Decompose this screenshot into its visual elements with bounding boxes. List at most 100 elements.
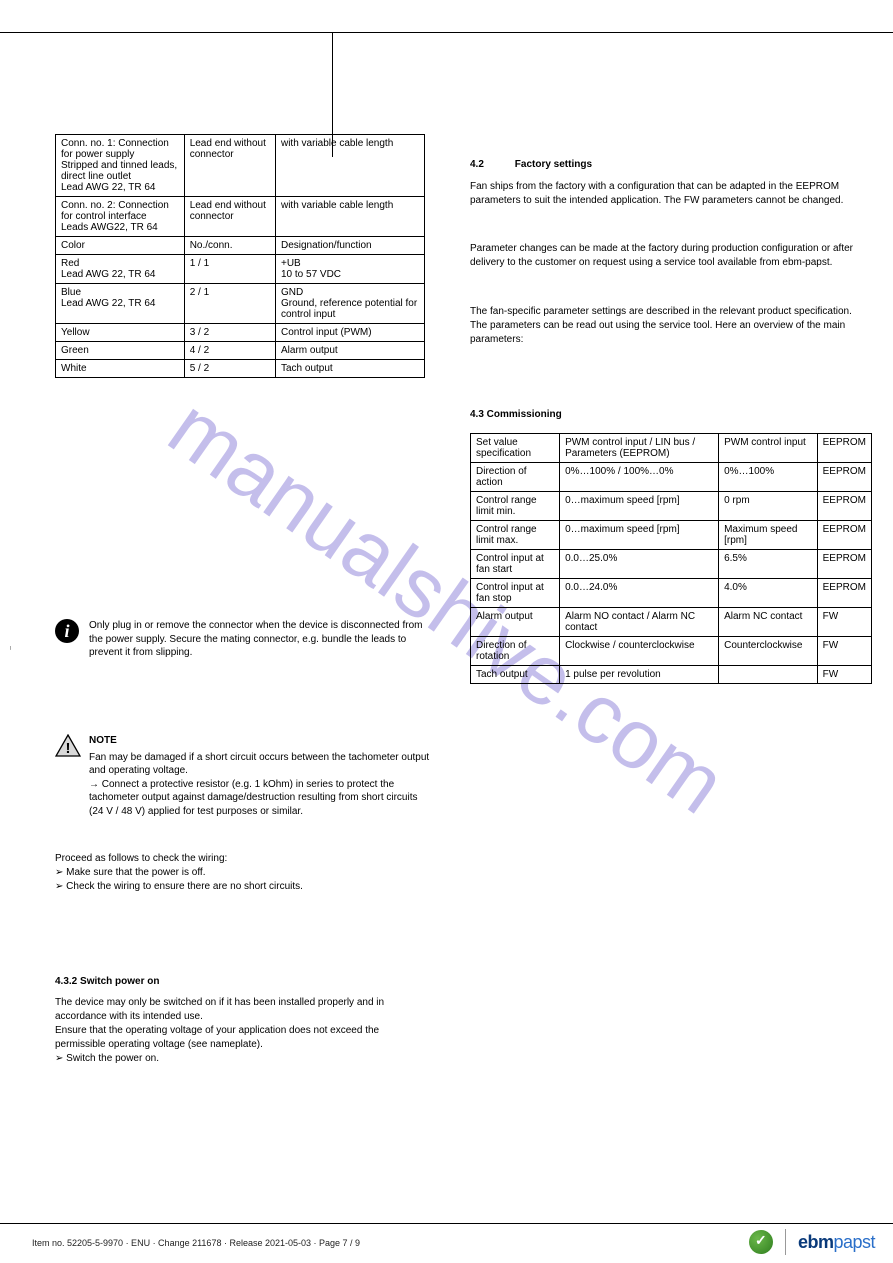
cell: Alarm NC contact bbox=[719, 608, 818, 637]
cell: EEPROM bbox=[817, 550, 871, 579]
cell: Blue Lead AWG 22, TR 64 bbox=[56, 284, 185, 324]
table-row: Set value specification PWM control inpu… bbox=[471, 434, 872, 463]
connection-table: Conn. no. 1: Connection for power supply… bbox=[55, 134, 425, 378]
cell: 4.0% bbox=[719, 579, 818, 608]
cell: 0…maximum speed [rpm] bbox=[560, 492, 719, 521]
table-row: White 5 / 2 Tach output bbox=[56, 360, 425, 378]
cell: Conn. no. 1: Connection for power supply… bbox=[56, 135, 185, 197]
warning-title: NOTE bbox=[89, 734, 430, 748]
cell: 0%…100% bbox=[719, 463, 818, 492]
cell: 0 rpm bbox=[719, 492, 818, 521]
cell: Counterclockwise bbox=[719, 637, 818, 666]
cell: 3 / 2 bbox=[184, 324, 275, 342]
cell: Color bbox=[56, 237, 185, 255]
cell: PWM control input bbox=[719, 434, 818, 463]
cell: Tach output bbox=[471, 666, 560, 684]
paragraph: Parameter changes can be made at the fac… bbox=[470, 242, 870, 270]
cell: Red Lead AWG 22, TR 64 bbox=[56, 255, 185, 284]
section-4-3-heading: 4.3 Commissioning bbox=[470, 408, 870, 422]
svg-text:!: ! bbox=[66, 740, 71, 757]
warning-block: ! NOTE Fan may be damaged if a short cir… bbox=[55, 734, 430, 818]
table-row: Direction of rotation Clockwise / counte… bbox=[471, 637, 872, 666]
paragraph: Fan ships from the factory with a config… bbox=[470, 180, 870, 208]
cell: 1 / 1 bbox=[184, 255, 275, 284]
paragraph: The fan-specific parameter settings are … bbox=[470, 305, 870, 347]
info-text: Only plug in or remove the connector whe… bbox=[89, 619, 430, 660]
warning-icon: ! bbox=[55, 734, 81, 757]
section-4-3-2-body: The device may only be switched on if it… bbox=[55, 996, 430, 1066]
cell: 0.0…24.0% bbox=[560, 579, 719, 608]
table-row: Red Lead AWG 22, TR 64 1 / 1 +UB 10 to 5… bbox=[56, 255, 425, 284]
table-row: Control range limit min. 0…maximum speed… bbox=[471, 492, 872, 521]
cell: EEPROM bbox=[817, 579, 871, 608]
info-icon: i bbox=[55, 619, 79, 643]
cell: Direction of action bbox=[471, 463, 560, 492]
cell: Tach output bbox=[275, 360, 424, 378]
table-row: Conn. no. 2: Connection for control inte… bbox=[56, 197, 425, 237]
cell: Alarm NO contact / Alarm NC contact bbox=[560, 608, 719, 637]
cell: Maximum speed [rpm] bbox=[719, 521, 818, 550]
cell: Control input at fan start bbox=[471, 550, 560, 579]
ebmpapst-logo: ebmpapst bbox=[798, 1232, 875, 1253]
cell: FW bbox=[817, 666, 871, 684]
logo-part-2: papst bbox=[833, 1232, 875, 1252]
cell: 0.0…25.0% bbox=[560, 550, 719, 579]
footer-logo-group: ebmpapst bbox=[749, 1229, 875, 1255]
footer-divider bbox=[785, 1229, 786, 1255]
cell: Conn. no. 2: Connection for control inte… bbox=[56, 197, 185, 237]
table-row: Tach output 1 pulse per revolution FW bbox=[471, 666, 872, 684]
cell: 6.5% bbox=[719, 550, 818, 579]
cell: EEPROM bbox=[817, 521, 871, 550]
procedure-text: Proceed as follows to check the wiring: … bbox=[55, 852, 430, 894]
cell: FW bbox=[817, 608, 871, 637]
cell: FW bbox=[817, 637, 871, 666]
top-rule bbox=[0, 32, 893, 33]
warning-body: Fan may be damaged if a short circuit oc… bbox=[89, 751, 430, 819]
table-row: Control range limit max. 0…maximum speed… bbox=[471, 521, 872, 550]
greentech-badge-icon bbox=[749, 1230, 773, 1254]
table-row: Conn. no. 1: Connection for power supply… bbox=[56, 135, 425, 197]
cell: Green bbox=[56, 342, 185, 360]
cell: with variable cable length bbox=[275, 135, 424, 197]
cell: 2 / 1 bbox=[184, 284, 275, 324]
table-row: Color No./conn. Designation/function bbox=[56, 237, 425, 255]
cell: Control range limit min. bbox=[471, 492, 560, 521]
cell: Clockwise / counterclockwise bbox=[560, 637, 719, 666]
side-meta: – bbox=[7, 646, 19, 650]
table-row: Control input at fan stop 0.0…24.0% 4.0%… bbox=[471, 579, 872, 608]
table-row: Green 4 / 2 Alarm output bbox=[56, 342, 425, 360]
cell: Lead end without connector bbox=[184, 135, 275, 197]
cell bbox=[719, 666, 818, 684]
cell: No./conn. bbox=[184, 237, 275, 255]
table-row: Alarm output Alarm NO contact / Alarm NC… bbox=[471, 608, 872, 637]
table-row: Blue Lead AWG 22, TR 64 2 / 1 GND Ground… bbox=[56, 284, 425, 324]
cell: Set value specification bbox=[471, 434, 560, 463]
cell: Lead end without connector bbox=[184, 197, 275, 237]
cell: Alarm output bbox=[471, 608, 560, 637]
cell: 0…maximum speed [rpm] bbox=[560, 521, 719, 550]
cell: EEPROM bbox=[817, 434, 871, 463]
section-title: Factory settings bbox=[515, 159, 592, 170]
cell: 4 / 2 bbox=[184, 342, 275, 360]
footer-text: Item no. 52205-5-9970 · ENU · Change 211… bbox=[32, 1238, 360, 1248]
cell: PWM control input / LIN bus / Parameters… bbox=[560, 434, 719, 463]
cell: Designation/function bbox=[275, 237, 424, 255]
cell: Alarm output bbox=[275, 342, 424, 360]
cell: EEPROM bbox=[817, 463, 871, 492]
table-row: Yellow 3 / 2 Control input (PWM) bbox=[56, 324, 425, 342]
parameter-table: Set value specification PWM control inpu… bbox=[470, 433, 872, 684]
section-4-2-heading: 4.2 Factory settings bbox=[470, 158, 870, 172]
section-4-3-2-heading: 4.3.2 Switch power on bbox=[55, 976, 430, 987]
section-number: 4.2 bbox=[470, 158, 512, 172]
logo-part-1: ebm bbox=[798, 1232, 834, 1252]
cell: Direction of rotation bbox=[471, 637, 560, 666]
cell: Control input at fan stop bbox=[471, 579, 560, 608]
cell: Yellow bbox=[56, 324, 185, 342]
cell: Control input (PWM) bbox=[275, 324, 424, 342]
cell: Control range limit max. bbox=[471, 521, 560, 550]
cell: EEPROM bbox=[817, 492, 871, 521]
table-row: Control input at fan start 0.0…25.0% 6.5… bbox=[471, 550, 872, 579]
footer-rule bbox=[0, 1223, 893, 1224]
cell: with variable cable length bbox=[275, 197, 424, 237]
cell: 1 pulse per revolution bbox=[560, 666, 719, 684]
